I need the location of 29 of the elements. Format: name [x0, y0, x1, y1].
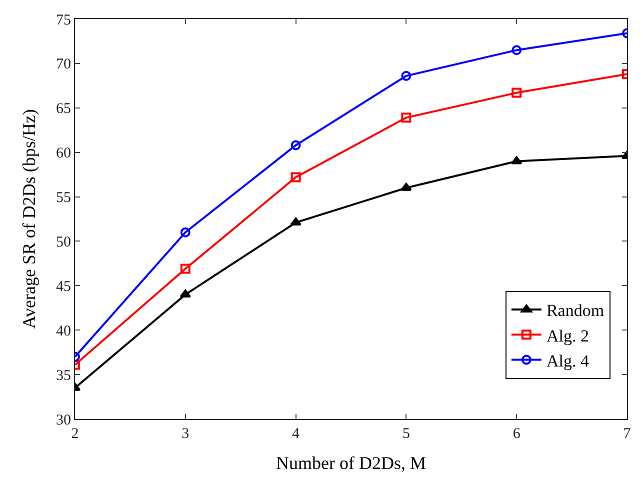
point — [290, 218, 302, 226]
y-tick-label: 55 — [56, 190, 71, 206]
y-tick-label: 50 — [56, 234, 71, 250]
point — [290, 140, 301, 150]
y-tick-label: 75 — [56, 12, 71, 28]
x-tick-label: 2 — [71, 426, 79, 442]
legend-label: Alg. 2 — [546, 326, 589, 346]
y-tick-label: 40 — [56, 323, 71, 340]
x-tick-label: 6 — [512, 426, 521, 442]
y-tick-label: 60 — [56, 146, 71, 162]
point — [400, 182, 412, 191]
point — [401, 112, 412, 123]
legend-label: Random — [546, 301, 604, 320]
x-tick-label: 7 — [623, 426, 632, 442]
point — [290, 172, 301, 182]
x-tick-label: 5 — [402, 426, 410, 442]
y-tick-label: 35 — [56, 368, 71, 384]
x-tick-label: 3 — [182, 426, 190, 442]
x-tick-label: 4 — [292, 426, 300, 442]
legend-label: Alg. 4 — [546, 351, 590, 370]
y-tick-label: 65 — [56, 101, 71, 118]
point — [510, 156, 522, 164]
y-tick-label: 45 — [56, 278, 71, 295]
y-axis-title: Average SR of D2Ds (bps/Hz) — [19, 109, 40, 329]
point — [180, 290, 192, 298]
x-axis-title: Number of D2Ds, M — [276, 453, 426, 474]
point — [401, 70, 412, 81]
y-tick-label: 70 — [56, 56, 71, 73]
y-tick-label: 30 — [56, 412, 71, 428]
